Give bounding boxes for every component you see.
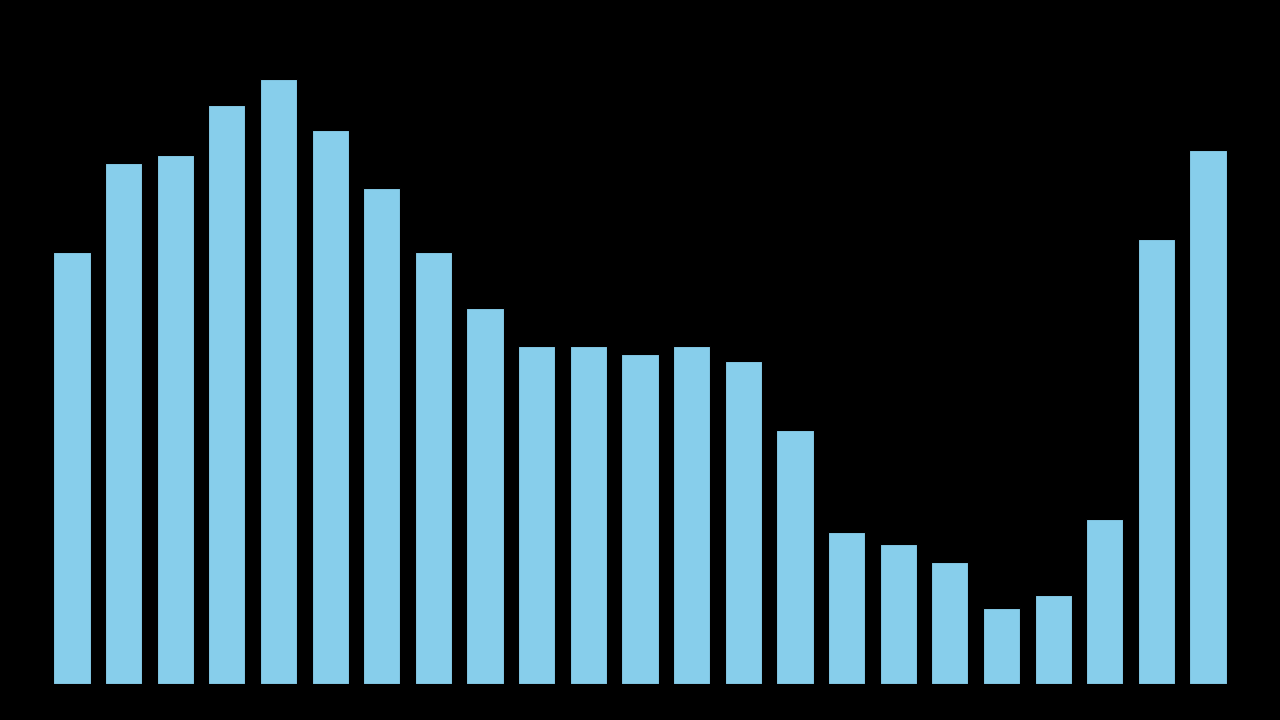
Bar	[932, 562, 969, 684]
Bar	[1138, 239, 1175, 684]
Bar	[777, 430, 814, 684]
Bar	[209, 104, 246, 684]
Bar	[54, 252, 91, 684]
Bar	[105, 163, 142, 684]
Bar	[879, 544, 916, 684]
Bar	[466, 308, 503, 684]
Bar	[570, 346, 607, 684]
Bar	[156, 156, 193, 684]
Bar	[983, 608, 1020, 684]
Bar	[260, 79, 297, 684]
Bar	[724, 361, 762, 684]
Bar	[364, 189, 401, 684]
Bar	[1189, 150, 1226, 684]
Bar	[673, 346, 710, 684]
Bar	[415, 252, 452, 684]
Bar	[518, 346, 556, 684]
Bar	[1034, 595, 1071, 684]
Bar	[621, 354, 659, 684]
Bar	[828, 531, 865, 684]
Bar	[1087, 519, 1124, 684]
Bar	[311, 130, 348, 684]
